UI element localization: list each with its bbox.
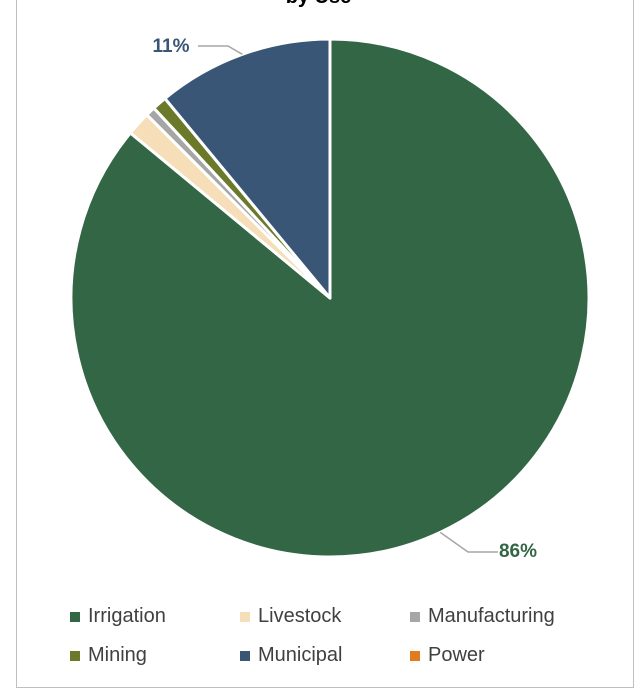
pie-chart: 86% 11%: [69, 36, 591, 562]
legend-label-irrigation: Irrigation: [88, 605, 166, 627]
leader-line-irrigation: [439, 531, 498, 553]
legend-item-manufacturing: Manufacturing: [410, 605, 600, 628]
data-label-irrigation: 86%: [499, 541, 537, 562]
legend-label-mining: Mining: [88, 644, 147, 666]
legend-label-manufacturing: Manufacturing: [428, 605, 555, 627]
legend-item-power: Power: [410, 644, 600, 667]
leader-line-municipal: [198, 45, 243, 55]
legend-swatch-power: [410, 650, 420, 661]
legend-label-municipal: Municipal: [258, 644, 343, 666]
data-label-municipal: 11%: [153, 36, 190, 57]
chart-frame: [16, 0, 634, 688]
legend-item-municipal: Municipal: [240, 644, 410, 667]
legend-item-mining: Mining: [70, 644, 240, 667]
legend-item-livestock: Livestock: [240, 605, 410, 628]
legend-label-power: Power: [428, 644, 485, 666]
legend-swatch-mining: [70, 650, 80, 661]
legend-swatch-municipal: [240, 650, 250, 661]
chart-title: by Use: [0, 0, 637, 9]
legend-swatch-manufacturing: [410, 611, 420, 622]
legend-label-livestock: Livestock: [258, 605, 342, 627]
legend-swatch-livestock: [240, 611, 250, 622]
chart-legend: Irrigation Livestock Manufacturing Mining Mu…: [70, 605, 600, 667]
legend-swatch-irrigation: [70, 611, 80, 622]
legend-item-irrigation: Irrigation: [70, 605, 240, 628]
